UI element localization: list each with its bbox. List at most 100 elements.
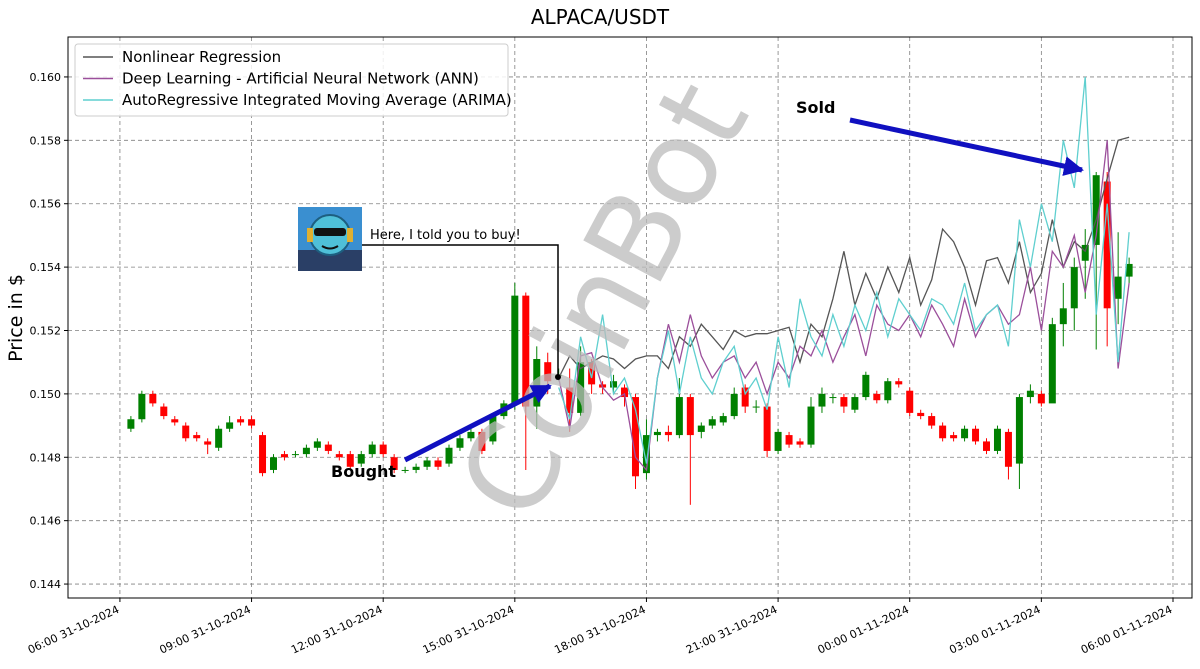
x-tick-label: 09:00 31-10-2024 [157,603,252,657]
candle-body [182,425,190,439]
candle-body [280,454,288,458]
candle-body [895,381,903,385]
y-tick-label: 0.146 [30,515,62,528]
candle-body [566,387,574,413]
candle-body [204,441,212,445]
candle-body [412,466,420,470]
legend-label: AutoRegressive Integrated Moving Average… [122,91,512,109]
candle-body [730,393,738,417]
callout-dot [555,374,561,380]
candle-body [1114,276,1122,299]
candle-body [456,438,464,448]
candle-body [379,444,387,455]
y-tick-label: 0.154 [30,261,62,274]
candle-body [226,422,234,429]
candle-body [807,406,815,445]
candle-body [193,435,201,439]
candle-body [138,393,146,420]
candle-body [708,419,716,426]
candle-body [511,295,519,404]
y-tick-label: 0.150 [30,388,62,401]
y-tick-label: 0.160 [30,71,62,84]
candle-body [127,419,135,429]
candle-body [1081,244,1089,261]
candle-body [160,406,168,417]
candle-body [653,431,661,436]
x-tick-label: 06:00 01-11-2024 [1079,603,1174,657]
candle-body [1092,175,1100,245]
candle-body [434,460,442,467]
candle-body [401,469,409,471]
candle-body [610,381,618,388]
candle-body [368,444,376,455]
candle-body [533,359,541,407]
legend-box [74,43,509,117]
candle-body [478,431,486,451]
candle-body [357,454,365,464]
candle-body [1037,393,1045,404]
candle-body [149,393,157,404]
candle-body [785,435,793,445]
candle-body [522,295,530,407]
x-tick-label: 12:00 31-10-2024 [289,603,384,657]
candle-body [1004,431,1012,467]
candle-body [1125,263,1133,277]
candle-body [259,435,267,474]
candle-body [423,460,431,467]
candle-body [335,454,343,458]
candle-body [588,362,596,385]
candle-body [741,387,749,407]
y-axis-label: Price in $ [5,274,27,362]
candle-body [818,393,826,407]
candle-body [1048,324,1056,404]
watermark: CoinBot [433,61,776,541]
candle-body [269,457,277,470]
candle-body [697,425,705,432]
y-tick-label: 0.152 [30,324,62,337]
candle-body [291,454,299,456]
candle-body [763,406,771,451]
candle-body [302,447,310,455]
candle-body [928,416,936,426]
candle-body [686,397,694,436]
candle-body [642,435,650,474]
legend-label: Nonlinear Regression [122,48,281,66]
candle-body [1015,397,1023,464]
candle-body [248,419,256,426]
candle-body [445,447,453,464]
candle-body [324,444,332,451]
candle-body [675,397,683,436]
candle-body [862,374,870,398]
y-tick-label: 0.144 [30,578,62,591]
candle-body [829,397,837,399]
candle-body [950,435,958,439]
candle-body [939,425,947,439]
robot-icon [298,207,362,271]
candle-body [993,428,1001,451]
candle-body [313,441,321,448]
x-tick-label: 15:00 31-10-2024 [421,603,516,657]
candle-body [489,416,497,442]
candle-body [917,412,925,417]
candle-body [1026,390,1034,398]
candle-body [390,457,398,470]
candle-body [544,362,552,382]
candle-body [577,362,585,413]
legend-label: Deep Learning - Artificial Neural Networ… [122,70,479,88]
bought-arrow [403,383,552,463]
candle-body [346,454,354,467]
forecast-line [558,76,1130,464]
candle-body [851,397,859,410]
candle-body [796,441,804,445]
callout-text: Here, I told you to buy! [370,228,521,243]
sold-label: Sold [796,98,835,117]
chart-title: ALPACA/USDT [531,5,670,29]
y-tick-label: 0.156 [30,198,62,211]
candle-body [873,393,881,401]
candle-body [171,419,179,423]
candle-body [467,431,475,439]
candle-body [1103,181,1111,309]
plot-frame [67,36,1193,599]
y-tick-label: 0.158 [30,134,62,147]
